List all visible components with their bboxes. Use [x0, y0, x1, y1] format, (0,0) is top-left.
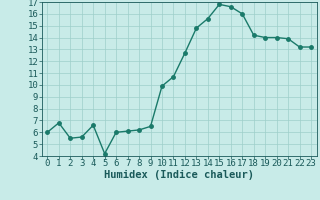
X-axis label: Humidex (Indice chaleur): Humidex (Indice chaleur) — [104, 170, 254, 180]
